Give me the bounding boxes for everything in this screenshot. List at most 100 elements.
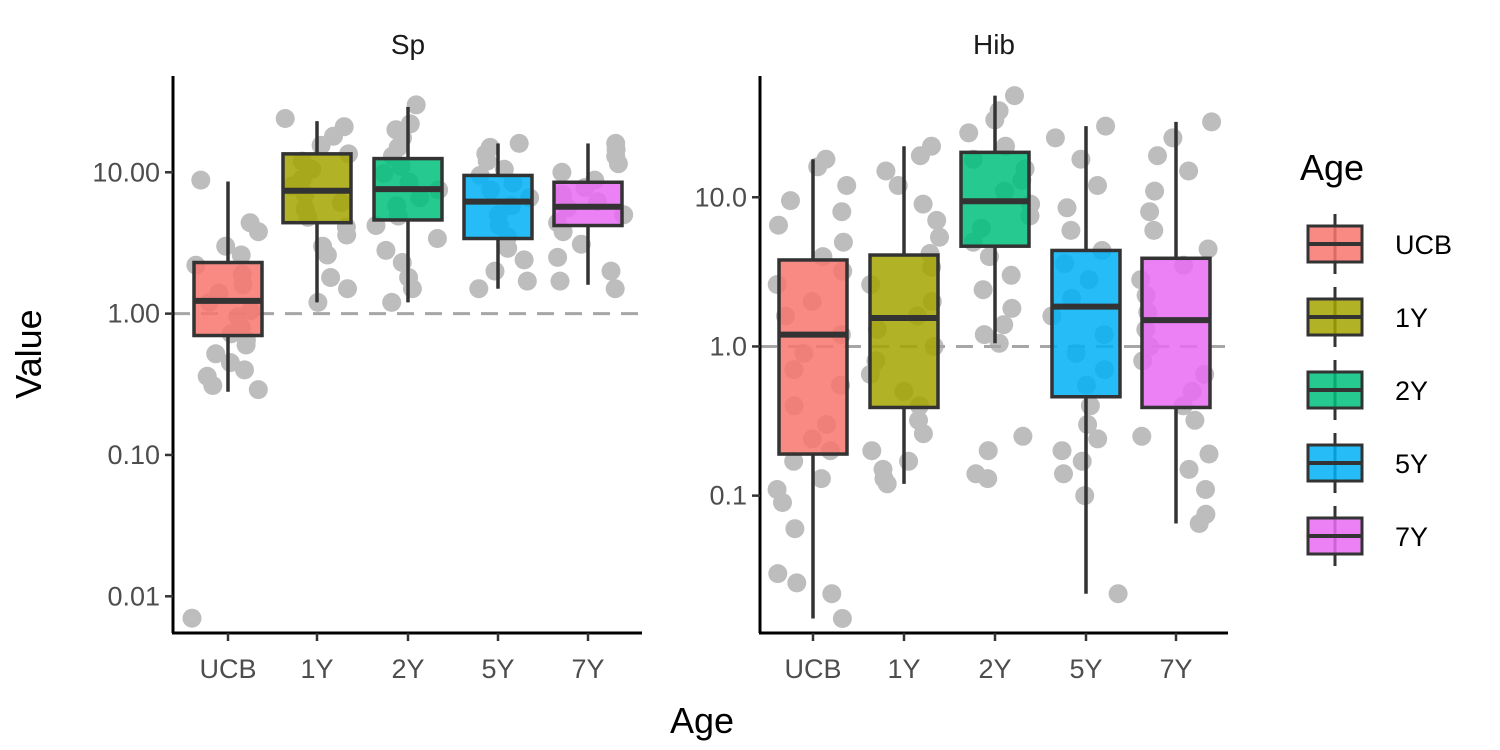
point-7y-22 xyxy=(1148,146,1167,166)
point-ucb-1 xyxy=(248,380,268,400)
point-ucb-3 xyxy=(768,564,788,584)
y-axis-title: Value xyxy=(8,309,49,398)
x-tick-label: 2Y xyxy=(978,654,1011,684)
point-5y-0 xyxy=(469,279,489,299)
box-ucb xyxy=(777,159,849,619)
point-2y-3 xyxy=(1013,426,1033,446)
point-7y-3 xyxy=(548,247,568,267)
point-2y-5 xyxy=(974,325,994,345)
point-1y-1 xyxy=(338,279,357,299)
legend-key-7y: 7Y xyxy=(1306,506,1428,566)
x-tick-label: 7Y xyxy=(1159,654,1192,684)
legend-keys: UCB 1Y 2Y 5Y 7Y xyxy=(1306,214,1452,566)
y-tick-label: 0.01 xyxy=(107,581,160,611)
panel-hib-x-ticks: UCB 1Y 2Y 5Y 7Y xyxy=(784,633,1193,684)
legend-label-5y: 5Y xyxy=(1395,449,1428,479)
point-2y-5 xyxy=(427,229,447,248)
point-2y-0 xyxy=(382,292,402,312)
point-2y-7 xyxy=(1002,298,1022,318)
point-5y-2 xyxy=(1054,464,1073,484)
box-5y xyxy=(462,143,534,289)
point-2y-17 xyxy=(386,120,406,140)
point-5y-16 xyxy=(480,137,500,157)
x-tick-label: 5Y xyxy=(1069,654,1102,684)
y-tick-label: 0.1 xyxy=(709,481,747,511)
point-1y-3 xyxy=(899,451,919,471)
point-1y-4 xyxy=(862,441,882,461)
panel-sp-boxes xyxy=(192,106,624,392)
iqr-rect-ucb xyxy=(777,258,849,456)
point-2y-1 xyxy=(966,464,986,484)
x-tick-label: 7Y xyxy=(571,654,604,684)
legend-label-ucb: UCB xyxy=(1395,230,1452,260)
point-7y-1 xyxy=(550,271,570,291)
point-ucb-7 xyxy=(811,469,831,489)
point-2y-22 xyxy=(989,101,1009,121)
point-7y-23 xyxy=(1163,128,1183,148)
y-tick-label: 1.0 xyxy=(709,331,747,361)
point-ucb-0 xyxy=(832,609,852,628)
point-7y-19 xyxy=(1140,202,1160,222)
legend-label-2y: 2Y xyxy=(1395,376,1428,406)
point-7y-24 xyxy=(1202,112,1222,132)
point-1y-20 xyxy=(913,194,933,214)
iqr-rect-7y xyxy=(1140,256,1212,410)
point-5y-22 xyxy=(1096,116,1116,136)
point-5y-3 xyxy=(514,250,534,270)
legend-key-2y: 2Y xyxy=(1306,360,1428,420)
point-7y-3 xyxy=(1179,459,1199,479)
point-2y-9 xyxy=(1001,265,1021,285)
x-tick-label: 1Y xyxy=(300,654,333,684)
point-1y-19 xyxy=(275,109,295,128)
point-1y-24 xyxy=(922,136,941,156)
point-5y-17 xyxy=(509,133,529,153)
point-7y-18 xyxy=(1144,220,1164,240)
point-2y-6 xyxy=(994,315,1014,335)
point-7y-4 xyxy=(571,234,591,254)
point-2y-8 xyxy=(973,280,993,300)
x-tick-label: UCB xyxy=(784,654,841,684)
point-7y-1 xyxy=(1196,504,1216,524)
legend-key-5y: 5Y xyxy=(1306,433,1428,493)
point-7y-2 xyxy=(1196,480,1215,499)
point-ucb-19 xyxy=(216,236,236,256)
y-tick-label: 1.00 xyxy=(107,299,160,329)
point-ucb-8 xyxy=(784,451,804,471)
point-ucb-23 xyxy=(769,215,788,235)
point-5y-17 xyxy=(1061,220,1081,240)
point-ucb-5 xyxy=(220,353,240,373)
iqr-rect-5y xyxy=(1050,248,1122,399)
legend-key-1y: 1Y xyxy=(1306,287,1428,347)
y-tick-label: 10.00 xyxy=(92,157,160,187)
point-ucb-28 xyxy=(816,149,836,169)
point-1y-18 xyxy=(930,227,949,247)
point-ucb-6 xyxy=(767,480,787,499)
point-ucb-2 xyxy=(787,573,807,593)
iqr-rect-5y xyxy=(462,173,534,241)
point-5y-7 xyxy=(1080,396,1100,416)
point-7y-13 xyxy=(552,162,572,182)
point-5y-19 xyxy=(1088,176,1107,195)
point-2y-23 xyxy=(1005,86,1024,106)
point-2y-20 xyxy=(959,123,979,143)
box-7y xyxy=(1140,121,1212,524)
point-ucb-22 xyxy=(191,170,211,190)
point-1y-19 xyxy=(927,210,947,230)
point-ucb-26 xyxy=(837,176,857,195)
point-2y-2 xyxy=(978,441,998,461)
point-7y-17 xyxy=(1198,239,1218,259)
point-1y-2 xyxy=(321,268,341,287)
point-5y-21 xyxy=(1045,128,1065,148)
box-1y xyxy=(868,146,940,484)
point-2y-18 xyxy=(400,114,420,134)
point-ucb-25 xyxy=(781,191,800,211)
x-tick-label: UCB xyxy=(199,654,256,684)
point-5y-4 xyxy=(1052,441,1072,461)
y-tick-label: 0.10 xyxy=(107,440,160,470)
point-7y-2 xyxy=(601,261,621,281)
point-ucb-21 xyxy=(240,213,260,233)
point-ucb-0 xyxy=(182,608,202,628)
point-1y-2 xyxy=(873,459,893,479)
panel-hib-boxes xyxy=(777,95,1212,619)
